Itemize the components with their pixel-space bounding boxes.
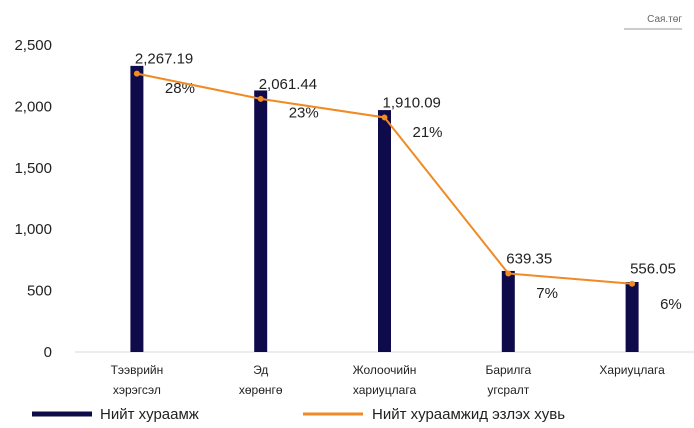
- line-segment: [508, 272, 633, 285]
- category-label: угсралт: [487, 383, 529, 397]
- line-data-label: 1,910.09: [383, 94, 441, 111]
- line-point: [381, 114, 388, 121]
- line-point: [133, 70, 140, 77]
- legend: Нийт хураамж Нийт хураамжид эзлэх хувь: [32, 406, 565, 423]
- y-tick-label: 2,000: [14, 98, 52, 115]
- bar-data-label: 7%: [536, 285, 558, 302]
- bar-data-label: 23%: [289, 104, 319, 121]
- y-tick-label: 500: [27, 283, 52, 300]
- y-axis: 0 500 1,000 1,500 2,000 2,500: [14, 37, 52, 361]
- x-axis-categories: Тээврийн хэрэгсэл Эд хөрөнгө Жолоочийн хариуц…: [111, 363, 666, 397]
- bar: [254, 90, 268, 352]
- y-tick-label: 2,500: [14, 37, 52, 54]
- line-point: [629, 280, 636, 287]
- line-segment: [136, 72, 261, 100]
- category-label: Эд: [253, 363, 268, 377]
- category-label: хариуцлага: [353, 383, 417, 397]
- category-label: Тээврийн: [111, 363, 164, 377]
- category-label: Жолоочийн: [353, 363, 417, 377]
- line-data-label: 639.35: [506, 250, 552, 267]
- category-label: Барилга: [485, 363, 531, 377]
- category-label: Хариуцлага: [599, 363, 665, 377]
- line-series: 2,267.19 2,061.44 1,910.09 639.35 556.05: [133, 51, 676, 287]
- y-tick-label: 1,000: [14, 221, 52, 238]
- bar: [130, 65, 144, 352]
- category-label: хөрөнгө: [239, 383, 283, 397]
- line-data-label: 2,267.19: [135, 51, 193, 68]
- bar: [501, 270, 515, 352]
- bar: [625, 282, 639, 352]
- category-label: хэрэгсэл: [113, 383, 161, 397]
- legend-label-line: Нийт хураамжид эзлэх хувь: [372, 406, 565, 423]
- unit-label: Сая.төг: [647, 14, 682, 25]
- line-data-label: 2,061.44: [259, 76, 317, 93]
- bar-data-label: 6%: [660, 296, 682, 313]
- bar-data-label: 21%: [413, 124, 443, 141]
- line-data-label: 556.05: [630, 261, 676, 278]
- line-point: [257, 95, 264, 102]
- legend-label-bar: Нийт хураамж: [100, 406, 199, 423]
- bar-series: 28%23%21%7%6%: [130, 65, 682, 352]
- line-point: [505, 270, 512, 277]
- line-segment: [260, 97, 385, 119]
- y-tick-label: 1,500: [14, 160, 52, 177]
- bar: [378, 110, 391, 352]
- y-tick-label: 0: [44, 344, 52, 361]
- line-segment: [383, 116, 510, 275]
